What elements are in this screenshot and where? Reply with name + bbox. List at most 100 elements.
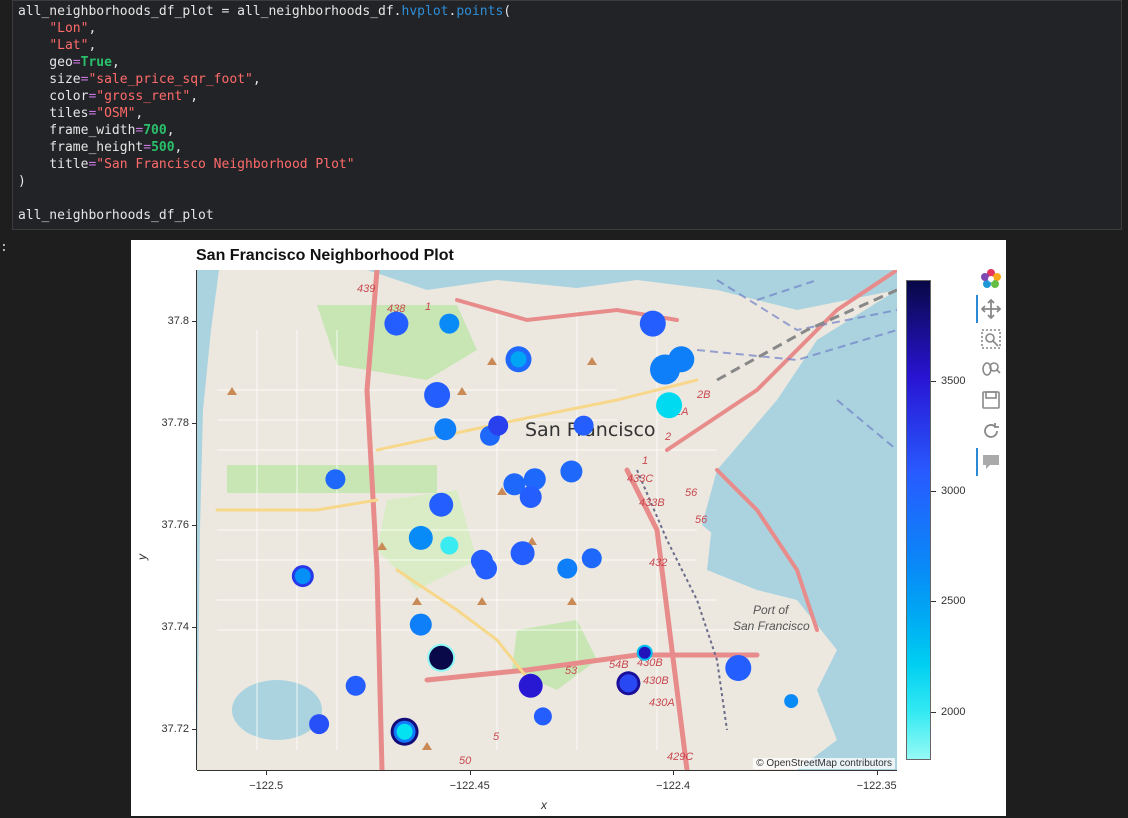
scatter-point[interactable] bbox=[424, 382, 451, 408]
code-token: ) bbox=[18, 174, 26, 189]
transit-lines bbox=[696, 279, 897, 451]
scatter-point[interactable] bbox=[518, 673, 543, 698]
hover-icon[interactable] bbox=[980, 451, 1002, 473]
route-label: 54B bbox=[609, 659, 629, 671]
scatter-point[interactable] bbox=[638, 646, 651, 659]
x-tick-label: −122.45 bbox=[449, 780, 490, 792]
scatter-point[interactable] bbox=[409, 613, 432, 636]
map-attribution[interactable]: © OpenStreetMap contributors bbox=[753, 758, 895, 769]
scatter-point[interactable] bbox=[639, 310, 666, 337]
scatter-point[interactable] bbox=[309, 714, 330, 735]
scatter-point[interactable] bbox=[510, 541, 535, 566]
code-token: = bbox=[80, 72, 89, 87]
mclaren-park bbox=[512, 620, 597, 690]
route-label: 2 bbox=[664, 431, 671, 443]
route-label: 429C bbox=[667, 751, 693, 763]
code-token: = bbox=[135, 123, 144, 138]
code-token: size bbox=[18, 72, 81, 87]
code-token: = bbox=[72, 55, 81, 70]
wheel-zoom-icon[interactable] bbox=[980, 358, 1002, 380]
colorbar-tick-mark bbox=[931, 711, 936, 713]
scatter-point[interactable] bbox=[475, 557, 497, 580]
code-cell[interactable]: all_neighborhoods_df_plot = all_neighbor… bbox=[12, 0, 1122, 230]
map-svg[interactable]: San Francisco Port of San Francisco 4394… bbox=[197, 270, 897, 770]
scatter-point[interactable] bbox=[434, 418, 457, 441]
code-token: , bbox=[252, 72, 261, 87]
colorbar-tick-label: 3500 bbox=[941, 375, 966, 388]
reset-icon[interactable] bbox=[980, 420, 1002, 442]
presidio-park bbox=[317, 305, 477, 380]
y-tick-mark bbox=[192, 525, 197, 527]
scatter-point[interactable] bbox=[510, 351, 527, 368]
map-label-port-line1: Port of bbox=[753, 603, 790, 617]
code-line: tiles="OSM", bbox=[18, 105, 511, 122]
scatter-point[interactable] bbox=[573, 415, 594, 436]
route-label: 56 bbox=[695, 514, 708, 526]
scatter-point[interactable] bbox=[619, 674, 638, 693]
code-token: , bbox=[190, 89, 199, 104]
x-tick-label: −122.35 bbox=[856, 780, 897, 792]
scatter-point[interactable] bbox=[408, 525, 433, 550]
y-tick-label: 37.76 bbox=[161, 519, 189, 532]
box-zoom-icon[interactable] bbox=[980, 328, 1002, 350]
y-tick-label: 37.78 bbox=[161, 417, 189, 430]
scatter-point[interactable] bbox=[429, 645, 454, 670]
scatter-point[interactable] bbox=[533, 707, 552, 726]
scatter-point[interactable] bbox=[325, 469, 346, 490]
scatter-points bbox=[291, 310, 799, 746]
colorbar bbox=[906, 280, 931, 760]
scatter-point[interactable] bbox=[384, 311, 409, 336]
code-token: , bbox=[135, 106, 144, 121]
scatter-point[interactable] bbox=[440, 536, 459, 555]
scatter-point[interactable] bbox=[396, 723, 413, 740]
code-line: color="gross_rent", bbox=[18, 88, 511, 105]
bokeh-logo-icon[interactable] bbox=[980, 268, 1002, 290]
x-tick-mark bbox=[469, 770, 471, 775]
scatter-point[interactable] bbox=[519, 486, 542, 508]
code-line bbox=[18, 190, 511, 207]
scatter-point[interactable] bbox=[503, 473, 526, 496]
bay-bridge bbox=[716, 288, 897, 382]
x-axis-line bbox=[197, 770, 897, 771]
scatter-point[interactable] bbox=[581, 548, 602, 569]
attribution-text: OpenStreetMap contributors bbox=[766, 758, 892, 769]
code-token: = bbox=[88, 106, 97, 121]
route-label: 433B bbox=[639, 497, 665, 509]
scatter-point[interactable] bbox=[429, 492, 454, 517]
scatter-point[interactable] bbox=[560, 460, 583, 483]
map-canvas[interactable]: San Francisco Port of San Francisco 439 4… bbox=[197, 270, 897, 770]
code-editor[interactable]: all_neighborhoods_df_plot = all_neighbor… bbox=[18, 3, 511, 224]
code-token: frame_height bbox=[18, 140, 144, 155]
code-token bbox=[18, 21, 49, 36]
code-token: frame_width bbox=[18, 123, 136, 138]
save-icon[interactable] bbox=[980, 389, 1002, 411]
route-label: 2B bbox=[696, 389, 710, 401]
code-line: geo=True, bbox=[18, 54, 511, 71]
scatter-point[interactable] bbox=[656, 392, 683, 419]
scatter-point[interactable] bbox=[345, 675, 366, 696]
scatter-point[interactable] bbox=[488, 415, 509, 436]
scatter-point[interactable] bbox=[784, 694, 799, 709]
code-token: tiles bbox=[18, 106, 89, 121]
code-token: points bbox=[456, 4, 504, 19]
scatter-point[interactable] bbox=[439, 313, 460, 334]
scatter-point[interactable] bbox=[294, 568, 311, 585]
pan-icon[interactable] bbox=[980, 298, 1002, 320]
y-axis-label: y bbox=[135, 554, 149, 560]
route-label: 438 bbox=[387, 303, 406, 315]
map-label-port-line2: San Francisco bbox=[733, 619, 810, 633]
code-token: 700 bbox=[143, 123, 167, 138]
scatter-point[interactable] bbox=[668, 346, 695, 373]
code-line: frame_width=700, bbox=[18, 122, 511, 139]
code-token: "Lat" bbox=[49, 38, 89, 53]
scatter-point[interactable] bbox=[557, 558, 578, 579]
code-line: "Lon", bbox=[18, 20, 511, 37]
rail-line bbox=[636, 469, 728, 731]
code-token: "Lon" bbox=[49, 21, 89, 36]
scatter-point[interactable] bbox=[725, 655, 752, 681]
code-token: title bbox=[18, 157, 89, 172]
route-label: 433C bbox=[627, 473, 653, 485]
scatter-point[interactable] bbox=[523, 468, 546, 491]
code-token: = bbox=[88, 89, 97, 104]
x-tick-label: −122.5 bbox=[249, 780, 284, 792]
